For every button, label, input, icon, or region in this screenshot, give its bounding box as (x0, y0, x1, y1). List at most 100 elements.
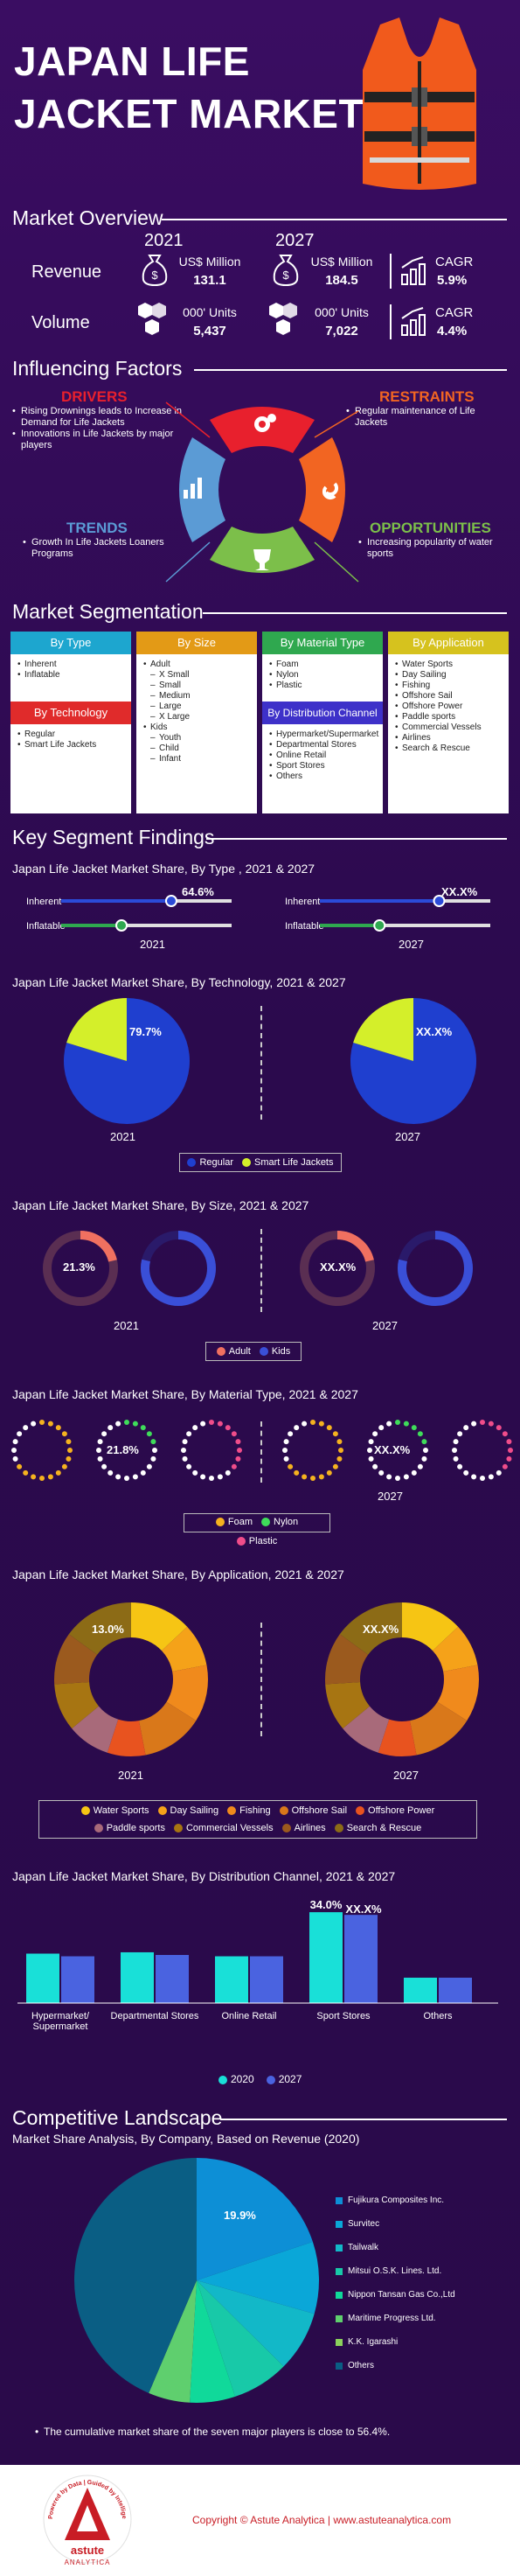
legend-swatch (336, 2338, 343, 2346)
company-slice (74, 2158, 197, 2393)
application-slice (325, 1634, 369, 1685)
brand-text-sub: ANALYTICA (65, 2559, 111, 2566)
competitive-landscape-title: Competitive Landscape (12, 2106, 223, 2129)
ring-dot (318, 1474, 324, 1480)
application-slice (409, 1701, 468, 1756)
legend-dot (242, 1158, 252, 1168)
segment-item: Regular (17, 730, 124, 740)
ring-dot (12, 1456, 18, 1462)
material-ring (11, 1420, 73, 1481)
ring-dot (124, 1420, 129, 1425)
legend-item: Day Sailing (157, 1805, 218, 1816)
ring-dot (55, 1425, 61, 1431)
revenue-label: Revenue (31, 262, 102, 282)
ring-dot (107, 1470, 114, 1476)
ring-dot (326, 1425, 332, 1431)
legend-label: Tailwalk (348, 2243, 379, 2252)
legend-dot (266, 2075, 275, 2084)
legend-swatch (336, 2220, 343, 2228)
ring-dot (150, 1439, 156, 1445)
ring-dot (336, 1439, 343, 1445)
ring-dot (421, 1439, 427, 1445)
ring-dot (283, 1439, 289, 1445)
segment-item: Airlines (395, 733, 502, 743)
type-label-inherent: Inherent (285, 897, 321, 907)
legend-label: Commercial Vessels (185, 1823, 274, 1833)
legend-item: Paddle sports (94, 1823, 165, 1833)
ring-dot (225, 1425, 231, 1431)
legend-dot (80, 1806, 90, 1816)
inflatable-bar (61, 924, 122, 927)
ring-dot (31, 1421, 37, 1427)
segment-item: Hypermarket/Supermarket (269, 730, 378, 740)
trends-title: TRENDS (66, 520, 128, 536)
ring-dot (47, 1474, 53, 1480)
type-bars-2021 (61, 895, 232, 932)
opportunities-list: Increasing popularity of water sports (358, 537, 498, 560)
influencing-factors-title: Influencing Factors (12, 357, 183, 380)
legend-item: Smart Life Jackets (242, 1157, 334, 1168)
legend-dot (259, 1347, 268, 1357)
ring-dot (417, 1431, 423, 1437)
trend-item: Growth In Life Jackets Loaners Programs (23, 537, 180, 560)
ring-dot (17, 1463, 23, 1470)
ring-dot (132, 1421, 138, 1427)
segment-item: Offshore Sail (395, 691, 502, 702)
legend-label: Paddle sports (106, 1823, 165, 1833)
money-bag-icon: $ (273, 255, 299, 287)
distribution-bar (404, 1977, 437, 2003)
footer: astute ANALYTICA Powered by Data | Guide… (0, 2465, 520, 2576)
material-ring (96, 1420, 157, 1481)
legend-item: Survitec (336, 2219, 510, 2229)
chart-divider (260, 1623, 262, 1736)
ring-dot (140, 1425, 146, 1431)
legend-label: Maritime Progress Ltd. (348, 2314, 436, 2323)
application-donut-2021 (54, 1602, 208, 1756)
application-slice (138, 1701, 197, 1756)
application-slice (343, 1706, 390, 1753)
ring-dot (368, 1456, 374, 1462)
ring-dot (186, 1431, 192, 1437)
ring-dot (488, 1474, 494, 1480)
ring-dot (182, 1456, 188, 1462)
size-year-2027: 2027 (372, 1319, 398, 1332)
ring-dot (101, 1463, 107, 1470)
ring-dot (411, 1470, 417, 1476)
ring-dot (395, 1476, 400, 1481)
legend-item: Water Sports (80, 1805, 149, 1816)
legend-item: Search & Rescue (334, 1823, 421, 1833)
inherent-knob (433, 895, 446, 907)
overview-year-a: 2021 (144, 231, 184, 250)
segment-item: Foam (269, 660, 376, 670)
competitive-subtitle: Market Share Analysis, By Company, Based… (12, 2132, 360, 2146)
application-chart-title: Japan Life Jacket Market Share, By Appli… (12, 1567, 344, 1581)
section-divider (203, 612, 507, 614)
ring-dot (209, 1420, 214, 1425)
legend-item: Foam (215, 1517, 253, 1527)
segment-item: Offshore Power (395, 702, 502, 712)
ring-dot (378, 1425, 385, 1431)
ring-dot (66, 1456, 72, 1462)
ring-dot (318, 1421, 324, 1427)
type-bars-2027 (320, 895, 490, 932)
legend-swatch (336, 2291, 343, 2299)
adult-arc (43, 1231, 118, 1306)
volume-unit-a: 000' Units (183, 305, 237, 319)
segment-subitem: Small (143, 681, 250, 691)
segment-item: Water Sports (395, 660, 502, 670)
ring-dot (488, 1421, 494, 1427)
company-slice (197, 2241, 319, 2314)
svg-text:$: $ (151, 269, 158, 282)
legend-item: Fishing (227, 1805, 271, 1816)
distribution-bar (250, 1956, 283, 2003)
legend-dot (334, 1824, 343, 1833)
driver-item: Innovations in Life Jackets by major pla… (12, 429, 187, 451)
ring-dot (235, 1439, 241, 1445)
size-legend: Adult Kids (205, 1342, 302, 1361)
ring-dot (480, 1476, 485, 1481)
legend-dot (261, 1518, 270, 1527)
legend-item: Maritime Progress Ltd. (336, 2314, 510, 2323)
ring-dot (310, 1420, 315, 1425)
ring-dot (11, 1448, 17, 1453)
material-year-2027: 2027 (378, 1490, 403, 1503)
